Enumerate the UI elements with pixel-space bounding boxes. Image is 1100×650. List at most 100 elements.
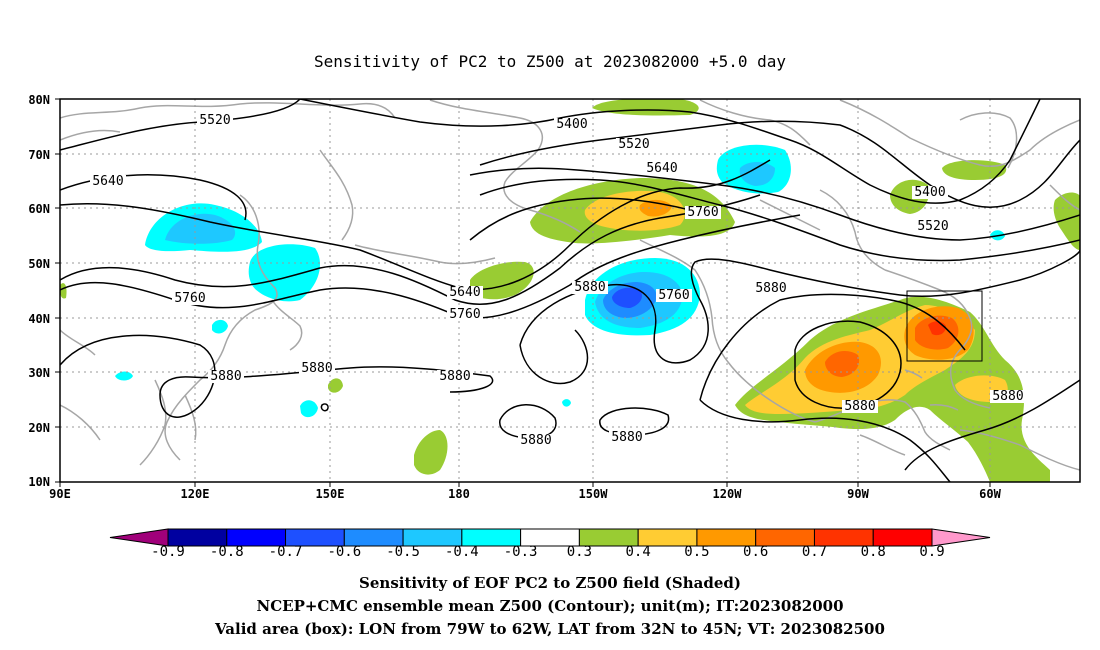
caption-line: Sensitivity of EOF PC2 to Z500 field (Sh… (359, 574, 741, 592)
lon-label: 90W (847, 487, 869, 501)
positive-sensitivity-area (60, 283, 67, 299)
contour-label-bg (753, 282, 789, 295)
contour-label: 5880 (611, 430, 642, 445)
negative-sensitivity-area (562, 399, 571, 407)
lat-ticks (55, 98, 60, 483)
lon-label: 150E (316, 487, 345, 501)
contour-label: 5880 (574, 280, 605, 295)
contour-label: 5760 (449, 307, 480, 322)
contour-label: 5760 (687, 205, 718, 220)
valid-area-box (906, 290, 983, 362)
negative-sensitivity-area (739, 162, 775, 186)
contour-label-layer: 5520 5400 5520 5640 5640 5760 5400 5520 5760 5640… (90, 113, 1026, 448)
contour-label: 5640 (449, 285, 480, 300)
lon-label: 60W (979, 487, 1001, 501)
colorbar-tick-label: 0.4 (626, 544, 651, 560)
negative-sensitivity-area (212, 319, 228, 334)
lat-labels: 80N 70N 60N 50N 40N 30N 20N 10N (28, 93, 50, 489)
contour-label: 5400 (556, 117, 587, 132)
contour-label-bg (437, 370, 473, 383)
contour-label: 5880 (992, 389, 1023, 404)
negative-sensitivity-area (300, 400, 318, 418)
lat-lon-grid (60, 99, 1080, 482)
colorbar-labels: -0.9 -0.8 -0.7 -0.6 -0.5 -0.4 -0.3 0.3 0.4 0.5 0.6… (151, 544, 945, 560)
lat-label: 10N (28, 475, 50, 489)
colorbar-tick-label: 0.3 (567, 544, 592, 560)
lon-label: 180 (448, 487, 470, 501)
contour-label-bg (656, 289, 692, 302)
contour-label-bg (685, 206, 721, 219)
contour-label-bg (90, 175, 126, 188)
positive-sensitivity-area (592, 99, 699, 116)
colorbar-tick-label: 0.9 (919, 544, 944, 560)
colorbar-tick-label: -0.4 (445, 544, 479, 560)
sensitivity-shading (60, 99, 1080, 482)
negative-sensitivity-area (248, 244, 320, 302)
caption-line: NCEP+CMC ensemble mean Z500 (Contour); u… (257, 597, 844, 615)
contour-label-bg (609, 431, 645, 444)
contour-label-bg (208, 370, 244, 383)
contour-label-bg (912, 186, 948, 199)
contour-label: 5760 (174, 291, 205, 306)
contour-label: 5880 (301, 361, 332, 376)
map-frame (59, 98, 1081, 483)
lat-label: 50N (28, 257, 50, 271)
lat-label: 40N (28, 312, 50, 326)
colorbar-tick-label: -0.3 (504, 544, 538, 560)
contour-label: 5520 (618, 137, 649, 152)
colorbar-tick-label: 0.6 (743, 544, 768, 560)
positive-sensitivity-area (1053, 192, 1080, 251)
lon-label: 120W (713, 487, 743, 501)
contour-label: 5520 (917, 219, 948, 234)
contour-label-bg (518, 434, 554, 447)
contour-label-bg (990, 390, 1026, 403)
contour-label-bg (915, 220, 951, 233)
positive-sensitivity-area (470, 261, 534, 300)
lat-label: 80N (28, 93, 50, 107)
colorbar-tick-label: -0.8 (210, 544, 244, 560)
colorbar-max-extend (931, 528, 991, 547)
contour-label-bg (572, 281, 608, 294)
colorbar-tick-label: -0.5 (386, 544, 420, 560)
lat-label: 20N (28, 421, 50, 435)
contour-label: 5640 (92, 174, 123, 189)
caption-line: Valid area (box): LON from 79W to 62W, L… (214, 620, 885, 638)
contour-label-bg (644, 162, 680, 175)
negative-sensitivity-area (612, 287, 642, 308)
positive-sensitivity-area (328, 378, 343, 393)
positive-sensitivity-area (414, 430, 448, 475)
negative-sensitivity-area (115, 371, 133, 381)
colorbar-tick-label: -0.6 (327, 544, 361, 560)
lon-label: 120E (181, 487, 210, 501)
positive-sensitivity-area (825, 350, 860, 377)
contour-label-bg (616, 138, 652, 151)
map-title: Sensitivity of PC2 to Z500 at 2023082000… (314, 52, 786, 71)
contour-label-bg (197, 114, 233, 127)
contour-label: 5880 (210, 369, 241, 384)
contour-label: 5400 (914, 185, 945, 200)
lat-label: 30N (28, 366, 50, 380)
contour-label-bg (172, 292, 208, 305)
coastlines (60, 99, 1080, 471)
colorbar-tick-label: 0.7 (802, 544, 827, 560)
contour-label: 5760 (658, 288, 689, 303)
lat-label: 60N (28, 202, 50, 216)
negative-sensitivity-area (165, 213, 236, 244)
lon-labels: 90E 120E 150E 180 150W 120W 90W 60W (49, 487, 1001, 501)
lon-label: 150W (579, 487, 609, 501)
colorbar-tick-label: -0.7 (269, 544, 303, 560)
colorbar-tick-label: 0.8 (861, 544, 886, 560)
colorbar (109, 528, 991, 547)
contour-label-bg (299, 362, 335, 375)
contour-label-bg (842, 400, 878, 413)
contour-label-bg (447, 286, 483, 299)
contour-label: 5640 (646, 161, 677, 176)
contour-label-bg (554, 118, 590, 131)
lat-label: 70N (28, 148, 50, 162)
contour-label: 5880 (755, 281, 786, 296)
colorbar-tick-label: 0.5 (684, 544, 709, 560)
contour-label: 5880 (520, 433, 551, 448)
contour-label-bg (447, 308, 483, 321)
lon-ticks (59, 482, 991, 487)
